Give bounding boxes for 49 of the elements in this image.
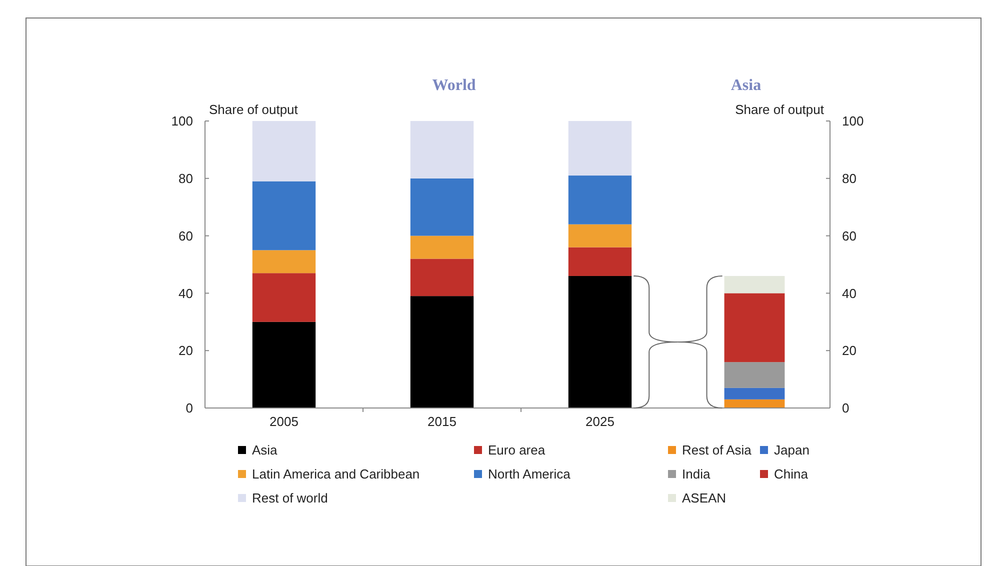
y-tick-label: 80 [178,170,193,186]
bar [568,247,632,276]
bar [252,250,316,274]
legend-label: India [682,466,711,482]
bar [410,236,474,259]
bar [252,273,316,322]
y-tick-label: 100 [171,114,193,129]
legend-label: North America [488,466,572,482]
y-tick-label: 20 [842,343,856,358]
x-tick-label: 2015 [428,414,456,429]
bar [252,181,316,250]
y-tick-label: 60 [842,228,856,244]
legend-label: Rest of Asia [682,442,752,458]
bar [724,293,785,362]
bar [252,121,316,182]
x-tick-label: 2005 [270,414,298,429]
bar [410,121,474,178]
bar [410,258,474,296]
y-tick-label: 20 [178,343,193,358]
y-axis-title: Share of output [735,102,824,117]
bar [724,362,785,388]
legend-label: Asia [252,442,278,458]
y-tick-label: 60 [178,228,193,244]
legend-label: China [774,466,809,482]
bar [568,276,632,408]
chart-title: Asia [730,77,762,94]
y-tick-label: 40 [842,286,856,301]
x-tick-label: 2025 [586,414,614,429]
y-tick-label: 0 [186,400,193,416]
bar [724,276,785,294]
bar [724,399,785,408]
bar [568,224,632,248]
y-tick-label: 100 [842,114,864,129]
bar [410,296,474,408]
bar [724,388,785,400]
legend-label: Japan [774,442,810,458]
legend-label: Euro area [488,442,546,458]
legend-label: Latin America and Caribbean [252,466,420,482]
bar [252,322,316,408]
bar [568,176,632,224]
y-tick-label: 40 [178,286,193,301]
y-tick-label: 80 [842,170,856,186]
y-axis-title: Share of output [209,102,298,117]
bar [410,178,474,236]
legend-label: ASEAN [682,490,726,506]
bar [568,121,632,176]
y-tick-label: 0 [842,400,850,416]
legend-label: Rest of world [252,490,328,506]
chart-title: World [432,77,476,94]
